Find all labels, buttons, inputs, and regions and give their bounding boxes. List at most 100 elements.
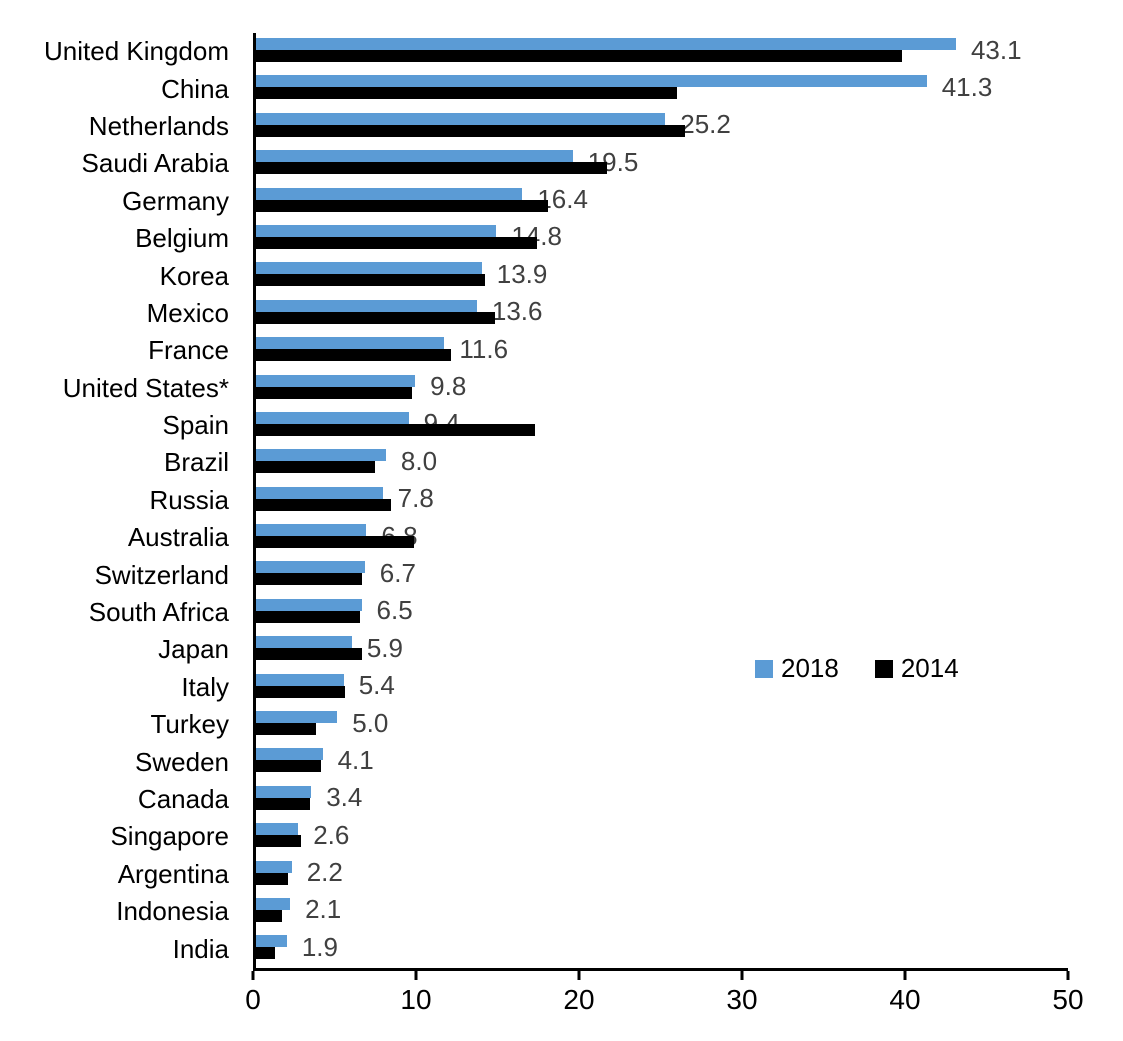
bar-group: 7.8 <box>253 481 1068 520</box>
category-label: Australia <box>127 522 229 553</box>
value-label: 7.8 <box>397 483 434 514</box>
bar-chart-plot-area: United Kingdom 43.1 China 41.3 Netherlands 25… <box>0 33 1068 968</box>
value-label: 43.1 <box>970 34 1022 65</box>
value-label: 8.0 <box>400 445 438 476</box>
bar-2018: 5.0 <box>256 708 388 738</box>
value-label: 2.2 <box>306 857 343 888</box>
bar-row: United Kingdom 43.1 <box>0 33 1068 71</box>
category-label: Saudi Arabia <box>81 148 229 179</box>
category-label: India <box>172 933 229 964</box>
bar-2018: 5.4 <box>256 670 395 700</box>
value-label: 6.7 <box>379 557 416 588</box>
category-label: Russia <box>149 484 229 515</box>
bar-2018: 2.1 <box>256 894 341 924</box>
value-label: 25.2 <box>680 109 731 140</box>
bar-2018: 25.2 <box>256 109 731 139</box>
bar-group: 2.2 <box>253 855 1068 893</box>
bar-row: Argentina 2.2 <box>0 855 1068 893</box>
value-label: 2.1 <box>305 894 342 925</box>
category-label: Canada <box>137 784 229 814</box>
value-label: 5.0 <box>352 707 389 738</box>
value-label: 3.4 <box>326 782 363 813</box>
bar-2018: 19.5 <box>256 147 638 177</box>
bar-2018: 9.4 <box>256 408 460 438</box>
category-label: Korea <box>159 260 229 291</box>
bar-group: 6.7 <box>253 556 1068 594</box>
bar-2018: 14.8 <box>256 221 562 251</box>
bar-row: Australia 6.8 <box>0 519 1068 557</box>
bar-2018: 16.4 <box>256 184 588 214</box>
bar-2014 <box>256 797 310 810</box>
value-label: 13.9 <box>496 258 548 289</box>
bar-2018: 5.9 <box>256 633 403 663</box>
bar-2018: 2.2 <box>256 857 343 887</box>
bar-2014 <box>256 723 317 736</box>
bar-2018: 3.4 <box>256 782 362 812</box>
bar-group: 14.8 <box>253 219 1068 258</box>
bar-2014 <box>256 947 276 960</box>
bar-row: Russia 7.8 <box>0 481 1068 520</box>
bar-group: 41.3 <box>253 70 1068 108</box>
bar-row: Spain 9.4 <box>0 406 1068 445</box>
bar-2014 <box>256 87 677 100</box>
x-axis-tick <box>1066 971 1070 980</box>
bar-2014 <box>256 536 414 549</box>
category-label: Germany <box>122 185 229 216</box>
bar-row: Korea 13.9 <box>0 257 1068 295</box>
category-label: Mexico <box>146 297 229 328</box>
bar-group: 5.0 <box>253 706 1068 744</box>
value-label: 1.9 <box>301 931 338 962</box>
bar-2014 <box>256 386 412 399</box>
bar-group: 2.1 <box>253 892 1068 931</box>
bar-2018: 1.9 <box>256 932 338 962</box>
bar-2014 <box>256 760 321 773</box>
bar-row: Indonesia 2.1 <box>0 892 1068 931</box>
bar-2014 <box>256 648 362 661</box>
bar-row: Turkey 5.0 <box>0 706 1068 744</box>
bar-row: Mexico 13.6 <box>0 294 1068 333</box>
bar-2014 <box>256 274 485 287</box>
value-label: 11.6 <box>459 333 509 364</box>
category-label: Belgium <box>135 223 229 254</box>
bar-group: 11.6 <box>253 332 1068 370</box>
bar-group: 8.0 <box>253 444 1068 482</box>
bar-group: 4.1 <box>253 743 1068 781</box>
bar-group: 13.9 <box>253 257 1068 295</box>
category-label: Japan <box>158 634 229 665</box>
bar-2018: 13.9 <box>256 259 547 289</box>
legend-swatch-2014 <box>874 659 893 678</box>
category-label: Argentina <box>117 858 229 889</box>
bar-2018: 7.8 <box>256 483 434 513</box>
bar-group: 9.4 <box>253 406 1068 445</box>
bar-row: Switzerland 6.7 <box>0 556 1068 594</box>
bar-group: 9.8 <box>253 369 1068 407</box>
bar-row: India 1.9 <box>0 930 1068 968</box>
bar-2014 <box>256 423 536 436</box>
bar-2014 <box>256 909 282 922</box>
value-label: 41.3 <box>941 71 993 102</box>
value-label: 5.9 <box>366 632 403 663</box>
bar-row: Italy 5.4 <box>0 668 1068 707</box>
x-axis-tick-label: 40 <box>889 984 921 1015</box>
category-label: Singapore <box>110 821 229 852</box>
value-label: 13.6 <box>491 296 543 327</box>
bar-2014 <box>256 124 685 137</box>
bar-group: 19.5 <box>253 145 1068 183</box>
x-axis-tick <box>903 971 907 980</box>
bar-group: 5.9 <box>253 631 1068 669</box>
bar-row: France 11.6 <box>0 332 1068 370</box>
bar-2014 <box>256 835 302 848</box>
legend-label-2018: 2018 <box>781 653 839 683</box>
category-label: Italy <box>181 671 229 702</box>
bar-group: 1.9 <box>253 930 1068 968</box>
legend: 2018 2014 <box>755 653 959 684</box>
category-label: South Africa <box>88 597 229 628</box>
bar-2018: 11.6 <box>256 334 508 364</box>
bar-group: 2.6 <box>253 818 1068 856</box>
bar-2018: 41.3 <box>256 72 992 102</box>
x-axis-tick-label: 0 <box>245 984 261 1015</box>
x-axis-tick <box>414 971 418 980</box>
bar-2014 <box>256 610 360 623</box>
bar-2018: 43.1 <box>256 35 1022 65</box>
bar-row: Japan 5.9 <box>0 631 1068 669</box>
